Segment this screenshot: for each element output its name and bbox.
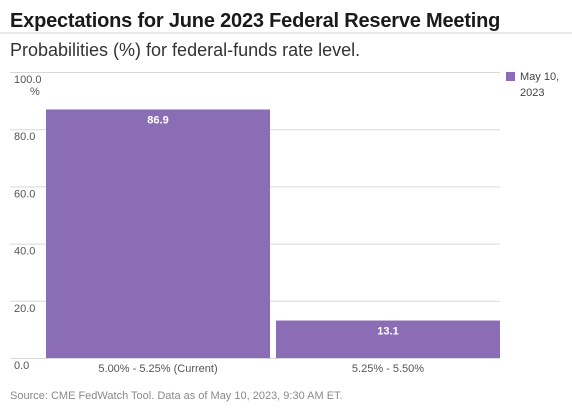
y-tick-label: 80.0 — [14, 131, 35, 143]
bar-value-label: 86.9 — [147, 114, 168, 126]
legend-swatch — [506, 72, 515, 81]
source-note: Source: CME FedWatch Tool. Data as of Ma… — [10, 390, 343, 402]
y-tick-label: 60.0 — [14, 188, 35, 200]
y-tick-label: 100.0 — [14, 74, 42, 86]
legend-label: May 10, — [520, 71, 559, 83]
x-tick-label: 5.25% - 5.50% — [352, 363, 424, 375]
x-tick-label: 5.00% - 5.25% (Current) — [98, 363, 217, 375]
bar — [46, 109, 270, 358]
y-tick-label: 20.0 — [14, 303, 35, 315]
y-unit-label: % — [30, 86, 40, 98]
chart-title: Expectations for June 2023 Federal Reser… — [10, 10, 501, 32]
y-tick-label: 40.0 — [14, 246, 35, 258]
chart-subtitle: Probabilities (%) for federal-funds rate… — [10, 40, 361, 60]
bar — [276, 320, 500, 358]
legend-label: 2023 — [520, 87, 544, 99]
y-tick-label: 0.0 — [14, 360, 29, 372]
bar-value-label: 13.1 — [377, 326, 398, 338]
